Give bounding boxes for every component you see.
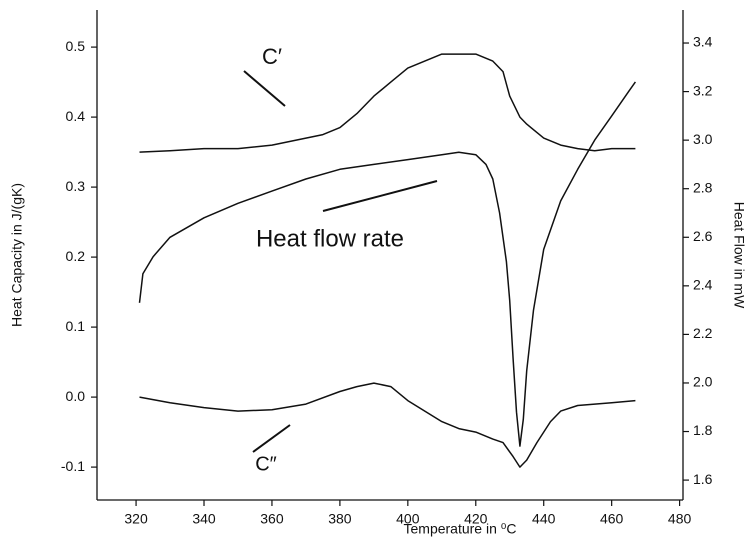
y2-tick-label: 2.4 xyxy=(693,277,713,293)
y2-tick-label: 1.6 xyxy=(693,471,713,487)
annotation: Heat flow rate xyxy=(256,225,404,252)
y-tick-label: -0.1 xyxy=(61,458,85,474)
y2-tick-label: 2.2 xyxy=(693,325,713,341)
series-line xyxy=(138,81,637,447)
y-tick-label: 0.2 xyxy=(66,248,86,264)
y2-tick-label: 2.8 xyxy=(693,179,713,195)
x-tick-label: 420 xyxy=(464,511,488,527)
y2-tick-label: 1.8 xyxy=(693,422,713,438)
annotation-leader xyxy=(243,70,286,107)
x-tick-label: 360 xyxy=(260,511,284,527)
annotation-leader xyxy=(252,424,291,453)
x-tick-label: 380 xyxy=(328,511,352,527)
series-line xyxy=(139,53,636,153)
y-tick-label: 0.3 xyxy=(66,178,86,194)
series-line xyxy=(139,382,636,468)
y2-tick-label: 3.0 xyxy=(693,131,713,147)
y-tick-label: 0.0 xyxy=(66,388,86,404)
annotation: C′ xyxy=(262,44,282,69)
y-axis-title: Heat Capacity in J/(gK) xyxy=(9,183,25,327)
y-tick-label: 0.4 xyxy=(66,108,86,124)
x-tick-label: 480 xyxy=(668,511,692,527)
annotation-leader xyxy=(322,180,438,212)
x-axis-title: Temperature in ⁰C xyxy=(404,521,517,537)
y2-tick-label: 3.2 xyxy=(693,82,713,98)
x-tick-label: 460 xyxy=(600,511,624,527)
y2-tick-label: 2.6 xyxy=(693,228,713,244)
y-tick-label: 0.1 xyxy=(66,318,86,334)
x-tick-label: 400 xyxy=(396,511,420,527)
x-tick-label: 440 xyxy=(532,511,556,527)
y2-axis-title: Heat Flow in mW xyxy=(731,202,747,309)
y-tick-label: 0.5 xyxy=(66,38,86,54)
y2-tick-label: 3.4 xyxy=(693,34,713,50)
x-tick-label: 320 xyxy=(124,511,148,527)
x-tick-label: 340 xyxy=(192,511,216,527)
y2-tick-label: 2.0 xyxy=(693,374,713,390)
annotation: C″ xyxy=(255,453,277,475)
